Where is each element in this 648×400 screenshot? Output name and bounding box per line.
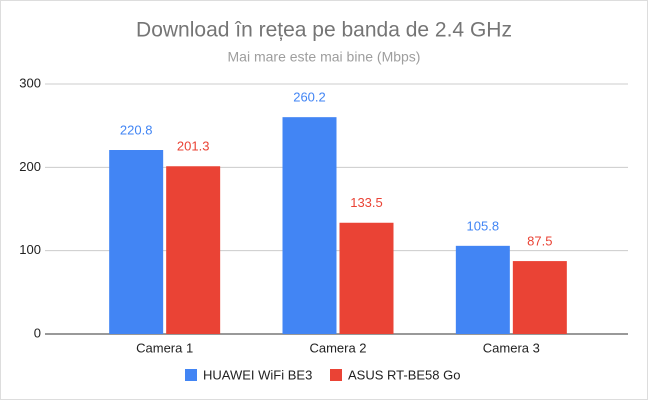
chart-title: Download în rețea pe banda de 2.4 GHz bbox=[136, 19, 512, 42]
x-tick-label: Camera 1 bbox=[136, 340, 193, 355]
y-tick-label: 100 bbox=[19, 242, 41, 257]
value-label: 220.8 bbox=[120, 122, 153, 137]
y-tick-label: 200 bbox=[19, 159, 41, 174]
bar bbox=[109, 150, 164, 334]
x-tick-label: Camera 3 bbox=[483, 340, 540, 355]
bar bbox=[282, 117, 337, 335]
legend-label: ASUS RT-BE58 Go bbox=[348, 367, 460, 382]
value-label: 105.8 bbox=[467, 218, 500, 233]
bar bbox=[166, 166, 221, 334]
legend-label: HUAWEI WiFi BE3 bbox=[203, 367, 312, 382]
value-label: 87.5 bbox=[527, 234, 552, 249]
value-label: 260.2 bbox=[293, 90, 326, 105]
value-label: 133.5 bbox=[350, 195, 383, 210]
y-tick-label: 300 bbox=[19, 75, 41, 90]
value-label: 201.3 bbox=[177, 139, 210, 154]
y-tick-label: 0 bbox=[34, 325, 41, 340]
bar bbox=[512, 261, 567, 334]
chart-subtitle: Mai mare este mai bine (Mbps) bbox=[228, 49, 421, 65]
x-tick-label: Camera 2 bbox=[309, 340, 366, 355]
legend-swatch bbox=[330, 369, 342, 381]
bar bbox=[455, 245, 510, 334]
legend-swatch bbox=[185, 369, 197, 381]
bar bbox=[339, 222, 394, 334]
